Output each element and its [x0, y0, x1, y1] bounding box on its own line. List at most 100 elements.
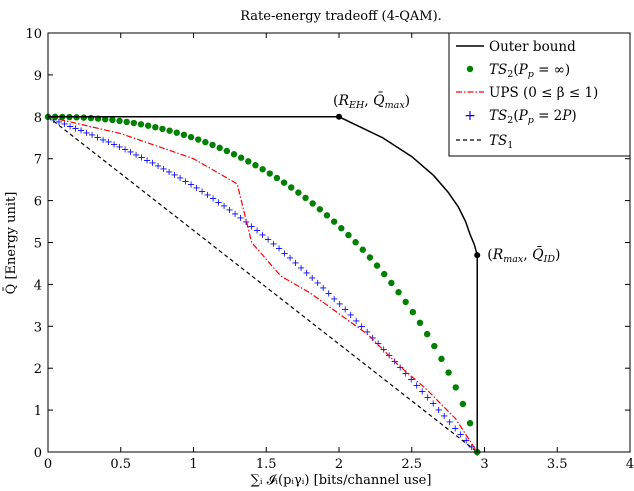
- series-ts2-2p-point: +: [148, 158, 156, 169]
- y-tick-label: 6: [34, 195, 42, 210]
- series-ts2-inf-point: [109, 116, 116, 124]
- series-ts2-2p-point: +: [264, 234, 272, 245]
- series-ts2-inf-point: [445, 369, 452, 376]
- series-ups-line: [47, 116, 478, 453]
- annotation-label-reh: (REH, Q̄max): [333, 91, 410, 111]
- series-ts2-2p-point: +: [330, 294, 338, 305]
- series-ts2-2p-point: +: [121, 145, 129, 156]
- series-ts2-2p-point: +: [462, 436, 470, 447]
- series-ts2-2p-point: +: [357, 321, 365, 332]
- series-ts2-inf-point: [230, 151, 238, 158]
- series-ts2-2p-point: +: [451, 423, 459, 434]
- series-ts2-2p-point: +: [313, 278, 321, 289]
- series-ts2-inf-point: [195, 136, 202, 143]
- series-ts2-2p-point: +: [66, 121, 74, 132]
- legend-marker-ts2-inf: [466, 65, 474, 73]
- series-ts2-2p-point: +: [104, 137, 112, 148]
- series-ts2-inf-point: [152, 124, 159, 131]
- legend-label-ups: UPS (0 ≤ β ≤ 1): [489, 85, 598, 101]
- series-ts2-2p-point: +: [110, 140, 118, 151]
- series-ts2-2p-point: +: [352, 316, 360, 327]
- series-ts2-inf-point: [381, 270, 388, 278]
- series-ts2-inf-point: [409, 308, 417, 316]
- series-ts2-inf-point: [159, 125, 166, 133]
- x-tick-label: 2: [335, 457, 343, 472]
- chart-title: Rate-energy tradeoff (4-QAM).: [240, 9, 442, 24]
- legend: Outer bound TS2(Pp = ∞) UPS (0 ≤ β ≤ 1) …: [448, 32, 631, 157]
- series-ts2-inf-point: [402, 298, 409, 306]
- x-tick-label: 2.5: [401, 457, 422, 472]
- series-ts2-2p-point: +: [170, 170, 178, 181]
- series-ts2-2p-point: +: [280, 248, 288, 259]
- series-ts2-inf-point: [416, 319, 424, 327]
- series-ts2-2p-point: +: [275, 244, 283, 255]
- series-ts2-inf-point: [288, 184, 295, 191]
- series-ts2-2p-point: +: [143, 155, 151, 166]
- series-ts2-2p-point: +: [71, 123, 79, 134]
- series-ts2-inf-point: [466, 419, 474, 427]
- series-ts2-2p-point: +: [269, 239, 277, 250]
- series-ts2-2p-point: +: [154, 161, 162, 172]
- series-ts2-2p-point: +: [82, 128, 90, 139]
- series-ts2-inf-point: [431, 342, 438, 350]
- series-ts2-2p-point: +: [424, 393, 432, 404]
- series-ts2-2p-point: +: [176, 173, 184, 184]
- x-tick-label: 3: [480, 457, 488, 472]
- series-ts2-2p-point: +: [440, 411, 448, 422]
- series-ts2-inf-point: [295, 189, 302, 196]
- y-tick-label: 8: [34, 111, 42, 126]
- series-ts2-inf-point: [352, 239, 359, 246]
- series-ts2-2p-point: +: [132, 150, 140, 161]
- series-ts2-2p-point: +: [341, 305, 349, 316]
- series-ts2-inf-point: [395, 289, 402, 296]
- series-ts2-2p-point: +: [335, 299, 343, 310]
- series-ts2-inf-point: [330, 218, 338, 225]
- x-tick-label: 1.5: [256, 457, 277, 472]
- series-ts2-inf-point: [180, 131, 188, 139]
- series-ts2-2p-point: +: [60, 119, 68, 130]
- series-layer: ++++++++++++++++++++++++++++++++++++++++…: [44, 113, 482, 459]
- series-ts2-inf-point: [438, 355, 445, 363]
- series-ts2-inf-point: [266, 170, 273, 177]
- series-ts2-2p-point: +: [457, 429, 465, 440]
- series-ts2-2p-point: +: [181, 176, 189, 187]
- series-ts2-inf-point: [280, 179, 288, 186]
- legend-label-ts1: TS1: [489, 133, 513, 151]
- series-ts2-2p-point: +: [49, 115, 57, 126]
- series-ts2-inf-point: [259, 166, 266, 173]
- series-ts2-inf-point: [87, 114, 95, 122]
- x-tick-label: 4: [626, 457, 634, 472]
- legend-label-ts2-2p: TS2(Pp = 2P): [489, 108, 577, 126]
- series-ts2-2p-point: +: [412, 380, 420, 391]
- annotation-point-reh: [336, 113, 342, 120]
- x-tick-label: 3.5: [547, 457, 568, 472]
- y-axis-label: Q̄ [Energy unit]: [3, 192, 19, 295]
- axis-layer: 0 0.5 1 1.5 2 2.5 3 3.5 4 0 1 2 3 4 5 6 7 8 9 10: [25, 27, 634, 472]
- series-ts2-2p-point: +: [88, 130, 96, 141]
- series-ts2-inf-point: [309, 200, 316, 207]
- series-ts2-2p-point: +: [368, 333, 376, 344]
- y-tick-label: 1: [34, 404, 42, 419]
- series-ts2-2p-point: +: [346, 310, 354, 321]
- series-ts2-inf-point: [323, 212, 331, 219]
- series-ts2-2p-point: +: [396, 362, 404, 373]
- series-ts2-2p-point: +: [236, 213, 244, 224]
- series-ts2-2p-point: +: [115, 142, 123, 153]
- series-ts2-2p-point: +: [319, 283, 327, 294]
- series-outer-bound-line: [48, 116, 478, 452]
- series-ts2-inf-point: [116, 117, 123, 125]
- series-ts2-inf-point: [209, 141, 216, 149]
- series-ts2-2p-point: +: [225, 205, 233, 216]
- y-tick-label: 3: [34, 320, 42, 335]
- series-ts2-2p-point: +: [297, 263, 305, 274]
- series-ts2-inf-point: [123, 118, 130, 126]
- series-ts2-2p-point: +: [203, 190, 211, 201]
- series-ts2-inf-point: [173, 129, 180, 136]
- series-ts2-inf-point: [423, 330, 431, 338]
- series-ts2-inf-point: [144, 122, 152, 129]
- series-ts2-inf-point: [316, 206, 324, 213]
- series-ts2-2p-point: +: [286, 253, 294, 264]
- series-ts2-inf-point: [366, 254, 374, 261]
- series-ts2-2p-point: +: [468, 442, 476, 453]
